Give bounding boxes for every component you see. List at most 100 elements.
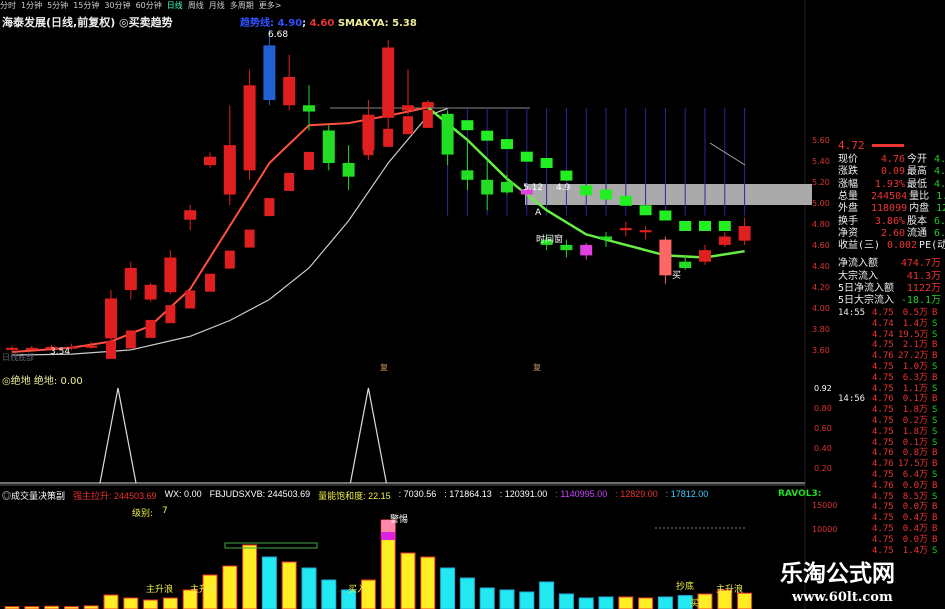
period-tab[interactable]: 更多> [258, 1, 282, 10]
vol-readout-item: : 120391.00 [499, 489, 548, 499]
vol-readout-item: FBJUDSXVB: 244503.69 [209, 489, 311, 499]
period-tab[interactable]: 多周期 [229, 1, 254, 10]
price-label-b: 4.9 [556, 183, 571, 193]
tick-volume: 1.8万 [902, 405, 928, 416]
quote-label: 涨幅 [838, 178, 858, 190]
quote-value: 6.46 [934, 215, 945, 227]
tick-price: 4.74 [872, 329, 894, 340]
tick-volume: 0.2万 [902, 416, 928, 426]
candle-body [501, 181, 513, 193]
period-tab[interactable]: 日线 [166, 1, 183, 10]
tick-price: 4.75 [872, 372, 894, 383]
quote-label: 外盘 [838, 203, 858, 215]
candle-body [342, 163, 355, 177]
red-marker [224, 250, 235, 269]
volume-bar [4, 606, 20, 609]
header-price: 4.72 [838, 139, 865, 152]
green-marker [481, 130, 494, 141]
volume-bar [83, 605, 99, 609]
tick-time: 14:55 [838, 308, 866, 318]
candle-body [243, 85, 256, 171]
volume-bar [479, 587, 495, 609]
tick-volume: 0.8万 [902, 448, 928, 459]
tick-volume: 6.3万 [902, 372, 928, 383]
tick-side: S [932, 426, 938, 437]
tick-volume: 0.4万 [902, 513, 928, 524]
tick-side: S [932, 437, 938, 448]
volume-bar [499, 589, 515, 609]
tick-volume: 8.5万 [902, 491, 928, 502]
period-tab[interactable]: 周线 [187, 1, 204, 10]
candle-body [45, 346, 58, 349]
quote-value: 0.09 [880, 166, 905, 178]
quote-value: 0.002 [886, 240, 918, 252]
period-tab[interactable]: 30分钟 [104, 1, 131, 10]
quote-label: 总量 [838, 190, 858, 202]
red-marker [125, 330, 136, 349]
candle-body [362, 114, 375, 151]
tick-side: B [932, 513, 938, 524]
candle-body [441, 114, 454, 155]
tick-side: S [932, 405, 938, 416]
green-marker [718, 221, 731, 231]
flow-label: 净流入额 [838, 258, 878, 270]
jd-axis-tick: 0.40 [814, 444, 832, 453]
tick-side: S [932, 362, 938, 372]
tick-price: 4.76 [872, 448, 894, 459]
tick-side: B [932, 534, 938, 545]
quote-row: 换手 3.86%股本 6.46 [838, 216, 945, 228]
red-marker [205, 273, 215, 292]
period-tab[interactable]: 1分钟 [21, 1, 43, 10]
candle-body [402, 105, 414, 111]
period-tab[interactable]: 60分钟 [135, 1, 162, 10]
value2: 4.60 [309, 18, 335, 29]
candle-body [322, 130, 335, 163]
candle-body [619, 228, 632, 231]
volume-bar [162, 597, 178, 609]
vol-readout-item: WX: 0.00 [164, 489, 202, 499]
warning-label: 警惕 [390, 515, 409, 525]
candle-body [718, 236, 731, 245]
volume-bar [242, 544, 258, 609]
vol-axis-15000: 15000 [812, 501, 838, 510]
quote-label: 涨跌 [838, 166, 858, 178]
quote-value: 2.60 [880, 227, 905, 239]
jd-peak [99, 387, 137, 484]
price-axis-tick: 4.00 [812, 304, 830, 313]
volume-bar [420, 556, 436, 609]
tick-side: B [932, 351, 938, 362]
tick-price: 4.75 [872, 513, 894, 524]
smakya-value: SMAKYA: 5.38 [337, 18, 417, 29]
price-axis-tick: 3.80 [812, 325, 830, 334]
volume-bar [103, 594, 119, 609]
tick-price: 4.75 [872, 405, 894, 416]
volume-warning-cap [381, 519, 396, 532]
quote-value: 1.93% [874, 178, 905, 190]
tick-price: 4.75 [872, 491, 894, 502]
volume-bar [598, 596, 614, 609]
quote-value: 4.76 [880, 154, 905, 165]
period-tab[interactable]: 15分钟 [73, 1, 100, 10]
period-tab[interactable]: 分时 [0, 1, 16, 10]
tick-volume: 1.8万 [902, 426, 928, 437]
a-mark: A [535, 208, 542, 218]
period-tab[interactable]: 月线 [208, 1, 225, 10]
tag-bottom-fish: 抄底 [676, 582, 695, 592]
green-marker [659, 210, 672, 221]
volume-bar [400, 552, 416, 609]
volume-bar [677, 595, 693, 609]
tick-side: S [932, 383, 938, 394]
jd-indicator-label: ◎绝地 绝地: 0.00 [2, 376, 83, 387]
flow-label: 5日净流入额 [838, 283, 895, 294]
candle-body [540, 239, 553, 245]
tag-main-rise-2: 主升浪 [190, 585, 218, 595]
quote-value: 4.8 [934, 166, 945, 178]
tick-volume: 19.5万 [898, 329, 929, 340]
period-tab[interactable]: 5分钟 [47, 1, 69, 10]
tag-buy-2: 买入 [690, 599, 709, 609]
volume-bar [202, 574, 218, 609]
volume-bar [459, 577, 475, 609]
mark-fu-2: 复 [533, 363, 541, 372]
